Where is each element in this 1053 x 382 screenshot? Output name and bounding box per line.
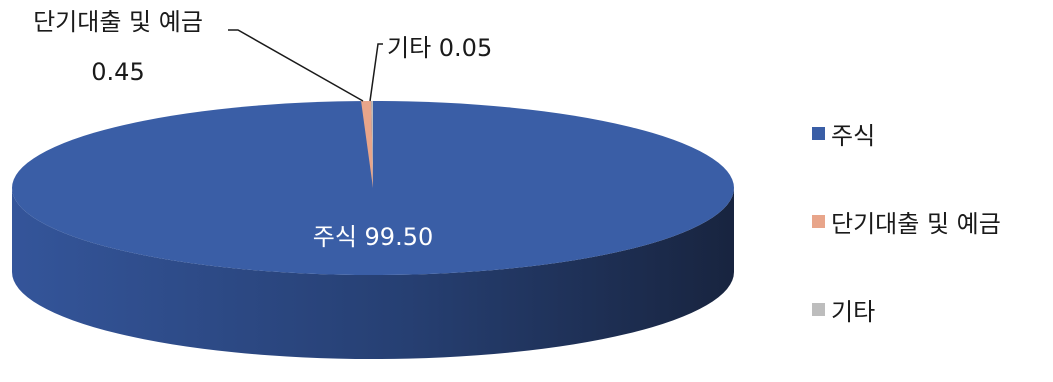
legend-label-stocks: 주식 xyxy=(831,121,876,150)
legend-item-deposits: 단기대출 및 예금 xyxy=(812,206,1001,238)
pie-slice-other xyxy=(371,101,373,188)
data-label-deposits-value: 0.45 xyxy=(91,58,144,86)
data-label-deposits-name: 단기대출 및 예금 xyxy=(33,8,203,36)
data-label-other: 기타 0.05 xyxy=(387,34,492,62)
data-label-stocks: 주식 99.50 xyxy=(313,223,434,251)
legend: 주식 단기대출 및 예금 기타 xyxy=(812,118,1001,382)
leader-line-other xyxy=(369,43,383,102)
legend-label-deposits: 단기대출 및 예금 xyxy=(831,209,1001,238)
pie-side-wall xyxy=(12,188,734,359)
legend-item-stocks: 주식 xyxy=(812,118,1001,150)
legend-swatch-deposits xyxy=(812,214,825,228)
pie-slice-deposits xyxy=(361,101,373,188)
legend-swatch-stocks xyxy=(812,126,825,140)
pie-chart: 단기대출 및 예금 0.45 기타 0.05 주식 99.50 xyxy=(12,8,734,359)
legend-item-other: 기타 xyxy=(812,294,1001,326)
leader-line-deposits xyxy=(228,29,364,102)
legend-swatch-other xyxy=(812,302,825,316)
legend-label-other: 기타 xyxy=(831,297,876,326)
